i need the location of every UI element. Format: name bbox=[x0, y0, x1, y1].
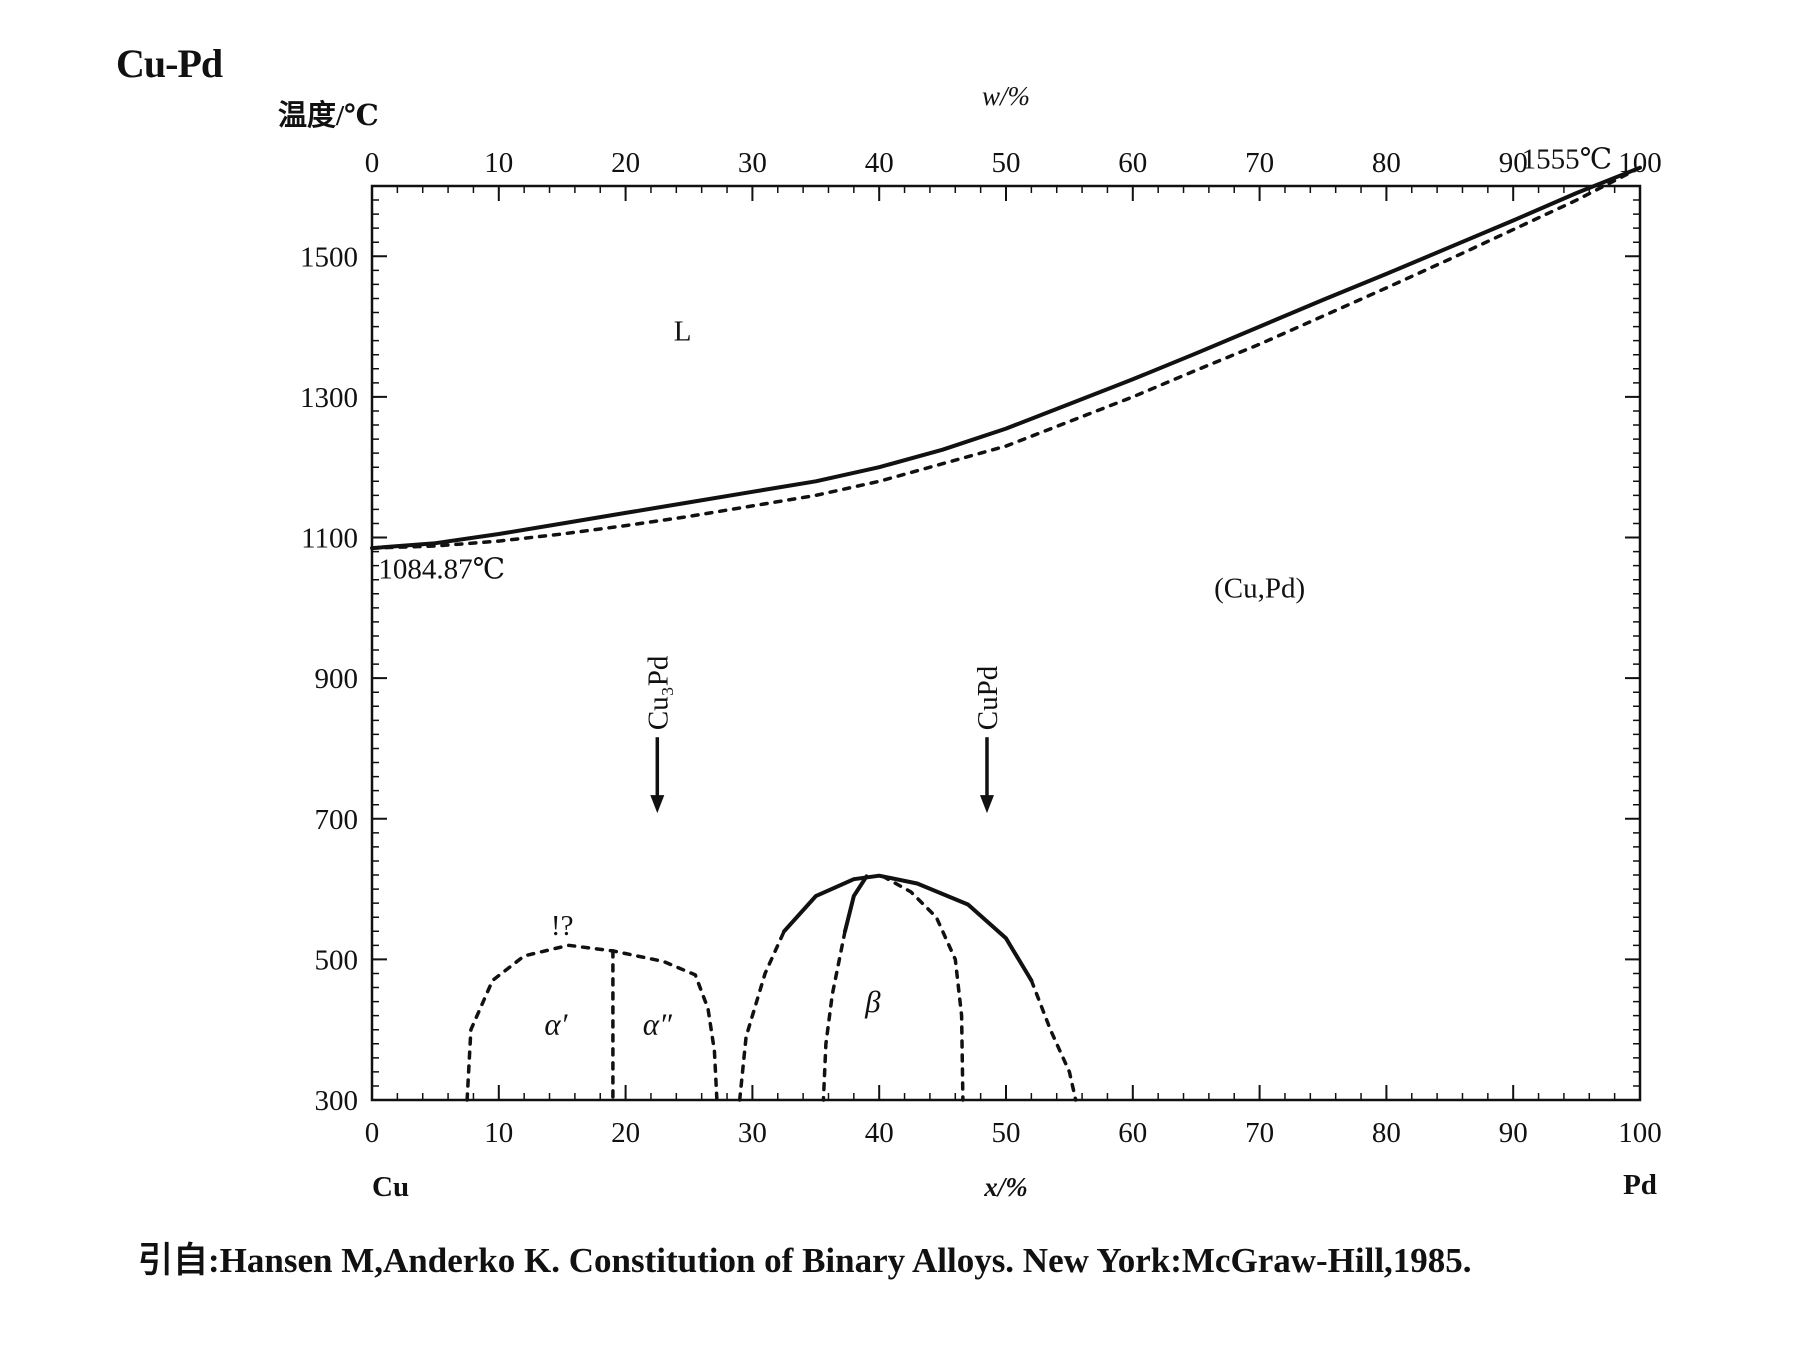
phase-boundary-beta-outer-right bbox=[1029, 978, 1078, 1102]
phase-boundary-beta-inner-left-low bbox=[821, 929, 847, 1102]
y-tick-label: 300 bbox=[315, 1085, 359, 1117]
x-axis-title-top: w/% bbox=[982, 81, 1030, 111]
x-tick-label-top: 20 bbox=[611, 147, 640, 179]
right-element-label: Pd bbox=[1623, 1169, 1657, 1201]
x-tick-label-top: 30 bbox=[738, 147, 767, 179]
uncertain-marker: !? bbox=[551, 910, 574, 942]
y-tick-label: 900 bbox=[315, 663, 359, 695]
x-tick-label-bottom: 10 bbox=[484, 1117, 513, 1149]
left-element-label: Cu bbox=[372, 1171, 409, 1203]
compound-label: Cu₃Pd bbox=[642, 655, 674, 730]
y-tick-label: 500 bbox=[315, 944, 359, 976]
x-tick-label-bottom: 30 bbox=[738, 1117, 767, 1149]
y-tick-label: 1300 bbox=[300, 382, 358, 414]
x-tick-label-bottom: 90 bbox=[1499, 1117, 1528, 1149]
pd-melting-point-label: 1555℃ bbox=[1522, 143, 1612, 175]
phase-label-alpha-double-prime: α″ bbox=[643, 1007, 673, 1042]
x-axis-title-bottom: x/% bbox=[983, 1172, 1028, 1202]
phase-label-liquid: L bbox=[674, 316, 692, 348]
x-tick-label-top: 0 bbox=[365, 147, 380, 179]
x-tick-label-top: 80 bbox=[1372, 147, 1401, 179]
phase-label-alpha-prime: α′ bbox=[544, 1007, 568, 1042]
x-tick-label-top: 90 bbox=[1499, 147, 1528, 179]
x-tick-label-top: 40 bbox=[865, 147, 894, 179]
x-tick-label-bottom: 40 bbox=[865, 1117, 894, 1149]
phase-boundary-beta-inner-right bbox=[881, 874, 965, 1102]
x-tick-label-top: 50 bbox=[992, 147, 1021, 179]
minor-ticks bbox=[371, 185, 1641, 1101]
compound-arrow-head bbox=[650, 795, 665, 814]
x-tick-label-top: 70 bbox=[1245, 147, 1274, 179]
x-tick-label-bottom: 50 bbox=[992, 1117, 1021, 1149]
x-tick-label-bottom: 0 bbox=[365, 1117, 380, 1149]
phase-boundary-liquidus bbox=[370, 165, 1642, 551]
phase-label-beta: β bbox=[864, 984, 881, 1019]
phase-boundary-beta-outer-left bbox=[737, 929, 786, 1102]
x-tick-label-bottom: 80 bbox=[1372, 1117, 1401, 1149]
compound-label: CuPd bbox=[972, 665, 1004, 730]
y-tick-label: 700 bbox=[315, 804, 359, 836]
x-tick-label-bottom: 60 bbox=[1118, 1117, 1147, 1149]
phase-boundary-beta-inner-left bbox=[843, 874, 869, 934]
y-tick-label: 1100 bbox=[301, 523, 358, 555]
y-axis-title: 温度/℃ bbox=[278, 99, 379, 132]
x-tick-label-bottom: 100 bbox=[1618, 1117, 1662, 1149]
major-ticks bbox=[371, 186, 1641, 1101]
page-title: Cu-Pd bbox=[116, 41, 223, 86]
phase-boundary-beta-outer bbox=[782, 873, 1034, 983]
x-tick-label-bottom: 70 bbox=[1245, 1117, 1274, 1149]
x-tick-label-top: 10 bbox=[484, 147, 513, 179]
x-tick-label-top: 100 bbox=[1618, 147, 1662, 179]
x-tick-label-bottom: 20 bbox=[611, 1117, 640, 1149]
phase-label-solid-solution: (Cu,Pd) bbox=[1214, 572, 1305, 604]
compound-arrow-head bbox=[979, 795, 994, 814]
x-tick-label-top: 60 bbox=[1118, 147, 1147, 179]
phase-boundary-alpha-dome bbox=[465, 943, 719, 1102]
plot-frame bbox=[370, 184, 1642, 1102]
phase-boundary-solidus bbox=[370, 165, 1642, 550]
citation: 引自:Hansen M,Anderko K. Constitution of B… bbox=[138, 1241, 1472, 1280]
y-tick-label: 1500 bbox=[300, 241, 358, 273]
cu-melting-point-label: 1084.87℃ bbox=[378, 553, 505, 585]
